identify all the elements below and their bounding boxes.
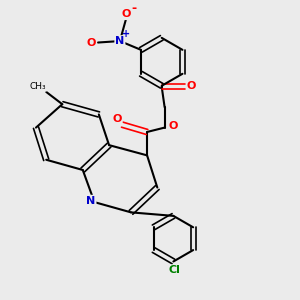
Text: +: + [122, 29, 130, 39]
Text: Cl: Cl [168, 265, 180, 275]
Text: -: - [131, 2, 136, 15]
Text: O: O [112, 114, 122, 124]
Text: O: O [122, 9, 131, 19]
Text: O: O [187, 81, 196, 91]
Text: O: O [168, 121, 178, 131]
Text: O: O [87, 38, 96, 47]
Text: N: N [86, 196, 96, 206]
Text: CH₃: CH₃ [30, 82, 46, 91]
Text: N: N [115, 36, 124, 46]
